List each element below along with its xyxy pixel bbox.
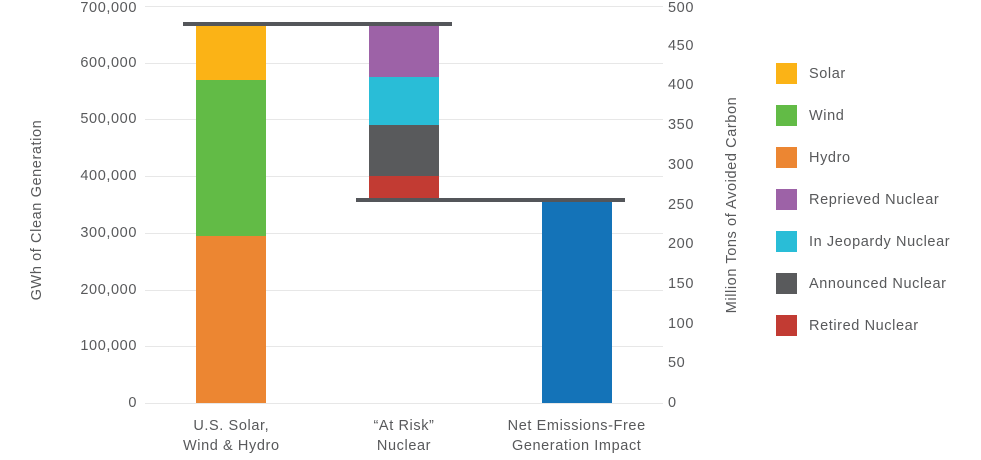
x-axis-category-label: “At Risk” Nuclear <box>294 416 514 456</box>
legend-swatch <box>776 147 797 168</box>
legend-label: Retired Nuclear <box>809 317 919 334</box>
left-axis-tick-label: 100,000 <box>80 338 137 355</box>
left-axis-tick-label: 700,000 <box>80 0 137 16</box>
x-axis-category-label-line: Nuclear <box>376 438 432 454</box>
right-axis-tick-label: 50 <box>668 355 686 372</box>
bar-segment-retired-nuclear <box>369 176 439 202</box>
left-axis-tick-label: 0 <box>128 395 137 411</box>
x-axis-category-label-line: U.S. Solar, <box>193 418 270 434</box>
gridline <box>145 346 663 348</box>
bar-segment-solar <box>196 25 267 80</box>
gridline <box>145 403 663 404</box>
right-axis-tick-label: 400 <box>668 77 694 94</box>
legend-label: Solar <box>809 65 846 82</box>
right-axis-tick-label: 500 <box>668 0 694 16</box>
x-axis-category-label: U.S. Solar, Wind & Hydro <box>121 416 341 456</box>
left-axis-tick-label: 600,000 <box>80 54 137 71</box>
legend-label: Reprieved Nuclear <box>809 191 940 208</box>
right-axis-tick-label: 450 <box>668 37 694 54</box>
bar-segment-wind <box>196 79 267 236</box>
bar-segment-announced-nuclear <box>369 125 439 177</box>
legend-label: Announced Nuclear <box>809 275 947 292</box>
left-axis-title: GWh of Clean Generation <box>29 119 45 301</box>
legend-item-hydro: Hydro <box>776 147 950 168</box>
gridline <box>145 289 663 291</box>
connector-line <box>356 197 625 202</box>
legend-swatch <box>776 189 797 210</box>
legend-item-retired-nuclear: Retired Nuclear <box>776 315 950 336</box>
bar-segment-net-emissions-free-generation-impact <box>541 201 612 403</box>
legend-item-in-jeopardy-nuclear: In Jeopardy Nuclear <box>776 231 950 252</box>
right-axis-tick-label: 350 <box>668 117 694 134</box>
legend-item-announced-nuclear: Announced Nuclear <box>776 273 950 294</box>
legend-swatch <box>776 315 797 336</box>
left-axis-tick-label: 200,000 <box>80 281 137 298</box>
right-axis-tick-label: 250 <box>668 196 694 213</box>
left-axis-tick-label: 500,000 <box>80 111 137 128</box>
right-axis-title: Million Tons of Avoided Carbon <box>724 96 740 314</box>
legend-label: In Jeopardy Nuclear <box>809 233 951 250</box>
legend-swatch <box>776 273 797 294</box>
legend-label: Hydro <box>809 149 851 166</box>
left-axis-tick-label: 400,000 <box>80 168 137 185</box>
x-axis-category-label-line: Generation Impact <box>511 438 642 454</box>
left-axis-tick-label: 300,000 <box>80 224 137 241</box>
chart-legend: Solar Wind Hydro Reprieved Nuclear In Jeopar… <box>776 63 950 357</box>
x-axis-category-label-line: Wind & Hydro <box>182 438 280 454</box>
x-axis-category-label-line: Net Emissions-Free <box>507 418 646 434</box>
right-axis-tick-label: 300 <box>668 156 694 173</box>
x-axis-category-label-line: “At Risk” <box>373 418 435 434</box>
legend-item-reprieved-nuclear: Reprieved Nuclear <box>776 189 950 210</box>
legend-label: Wind <box>809 107 845 124</box>
right-axis-tick-label: 150 <box>668 275 694 292</box>
right-axis-tick-label: 0 <box>668 395 677 411</box>
bar-segment-reprieved-nuclear <box>369 25 439 77</box>
bar-segment-hydro <box>196 235 267 403</box>
x-axis-category-label: Net Emissions-Free Generation Impact <box>467 416 687 456</box>
legend-item-solar: Solar <box>776 63 950 84</box>
right-axis-tick-label: 100 <box>668 315 694 332</box>
bar-segment-in-jeopardy-nuclear <box>369 76 439 126</box>
legend-swatch <box>776 105 797 126</box>
legend-item-wind: Wind <box>776 105 950 126</box>
gridline <box>145 6 663 7</box>
gridline <box>145 232 663 234</box>
legend-swatch <box>776 231 797 252</box>
connector-line <box>183 21 452 26</box>
right-axis-tick-label: 200 <box>668 236 694 253</box>
legend-swatch <box>776 63 797 84</box>
